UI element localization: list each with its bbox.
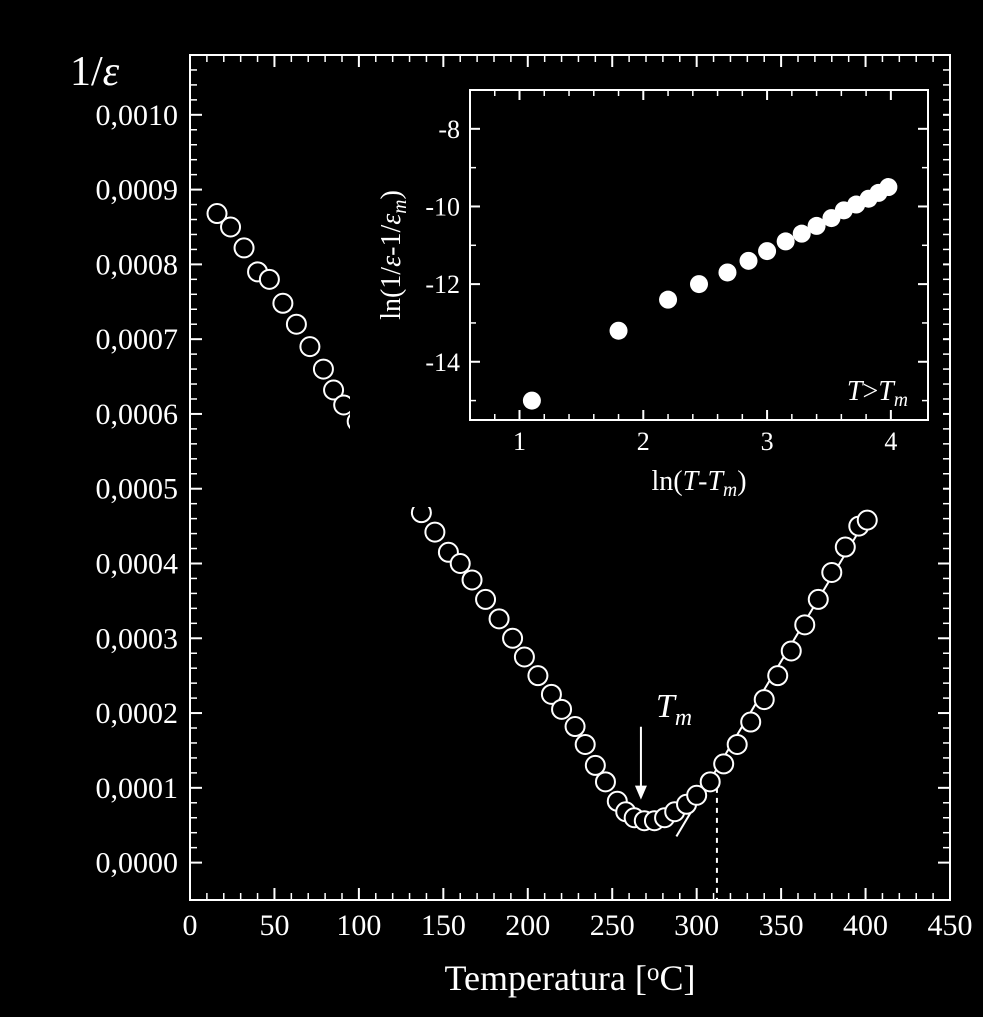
y-tick-label: 0,0001 bbox=[96, 772, 179, 805]
x-tick-label: 0 bbox=[183, 909, 198, 942]
data-point bbox=[714, 754, 733, 773]
chart-svg: 0 50 100 150 200 250 300 350 400 450 0,0000 0,0001 0… bbox=[0, 0, 983, 1017]
inset-x-tick: 2 bbox=[637, 427, 650, 456]
x-tick-label: 150 bbox=[421, 909, 466, 942]
inset-data-point bbox=[879, 178, 897, 196]
data-point bbox=[858, 511, 877, 530]
data-point bbox=[836, 538, 855, 557]
inset-data-point bbox=[758, 242, 776, 260]
data-point bbox=[314, 360, 333, 379]
inset-x-tick: 1 bbox=[513, 427, 526, 456]
inset-data-point bbox=[523, 392, 541, 410]
y-tick-label: 0,0009 bbox=[96, 174, 179, 207]
y-tick-label: 0,0010 bbox=[96, 99, 179, 132]
data-point bbox=[515, 647, 534, 666]
x-tick-label: 250 bbox=[590, 909, 635, 942]
inset-y-tick: -8 bbox=[438, 115, 460, 144]
inset-data-point bbox=[659, 291, 677, 309]
x-axis-label: Temperatura [oC] bbox=[445, 958, 696, 998]
x-tick-label: 400 bbox=[843, 909, 888, 942]
y-tick-label: 0,0006 bbox=[96, 398, 179, 431]
inset-data-point bbox=[740, 252, 758, 270]
inset-data-point bbox=[718, 263, 736, 281]
x-tick-label: 100 bbox=[336, 909, 381, 942]
tm-label: Tm bbox=[656, 688, 692, 731]
data-point bbox=[503, 629, 522, 648]
data-point bbox=[755, 690, 774, 709]
data-point bbox=[795, 615, 814, 634]
tm-arrow-head bbox=[635, 786, 647, 800]
y-tick-label: 0,0005 bbox=[96, 473, 179, 506]
data-point bbox=[300, 337, 319, 356]
data-point bbox=[728, 735, 747, 754]
data-point bbox=[260, 270, 279, 289]
data-point bbox=[822, 563, 841, 582]
data-point bbox=[273, 294, 292, 313]
inset-y-tick: -10 bbox=[425, 192, 460, 221]
data-point bbox=[809, 590, 828, 609]
data-point bbox=[451, 554, 470, 573]
inset-data-point bbox=[777, 232, 795, 250]
y-tick-label: 0,0003 bbox=[96, 622, 179, 655]
inset-data-point bbox=[610, 322, 628, 340]
data-point bbox=[741, 713, 760, 732]
x-tick-label: 300 bbox=[674, 909, 719, 942]
data-point bbox=[221, 217, 240, 236]
data-point bbox=[425, 523, 444, 542]
data-point bbox=[490, 609, 509, 628]
y-axis-label: 1/ε bbox=[70, 49, 120, 95]
data-point bbox=[235, 238, 254, 257]
data-point bbox=[566, 717, 585, 736]
data-point bbox=[576, 735, 595, 754]
data-point bbox=[528, 666, 547, 685]
chart-container: 0 50 100 150 200 250 300 350 400 450 0,0000 0,0001 0… bbox=[0, 0, 983, 1017]
y-tick-label: 0,0007 bbox=[96, 323, 179, 356]
x-tick-label: 450 bbox=[928, 909, 973, 942]
data-point bbox=[463, 570, 482, 589]
inset-y-tick: -14 bbox=[425, 348, 460, 377]
data-point bbox=[782, 641, 801, 660]
data-point bbox=[596, 772, 615, 791]
inset-data-point bbox=[690, 275, 708, 293]
inset-x-tick: 3 bbox=[761, 427, 774, 456]
y-tick-label: 0,0004 bbox=[96, 547, 179, 580]
data-point bbox=[287, 315, 306, 334]
data-point bbox=[476, 590, 495, 609]
y-tick-label: 0,0002 bbox=[96, 697, 179, 730]
inset-x-tick: 4 bbox=[884, 427, 897, 456]
inset-y-tick: -12 bbox=[425, 270, 460, 299]
x-tick-label: 200 bbox=[505, 909, 550, 942]
y-tick-label: 0,0008 bbox=[96, 248, 179, 281]
x-tick-label: 350 bbox=[759, 909, 804, 942]
data-point bbox=[768, 666, 787, 685]
x-tick-label: 50 bbox=[259, 909, 289, 942]
y-tick-label: 0,0000 bbox=[96, 847, 179, 880]
data-point bbox=[701, 772, 720, 791]
data-point bbox=[552, 700, 571, 719]
